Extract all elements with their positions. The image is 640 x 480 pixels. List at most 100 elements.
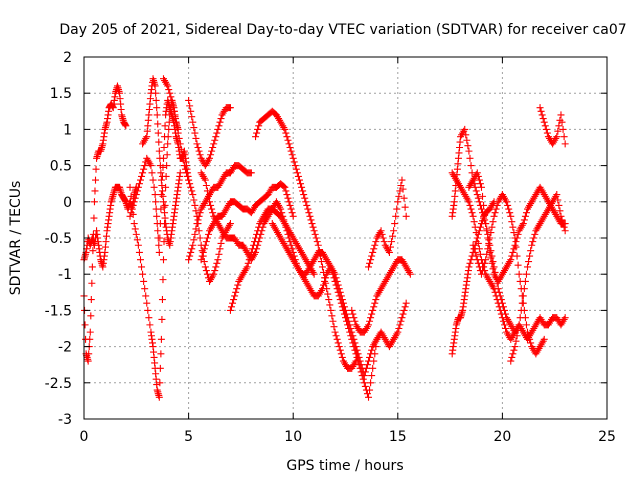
data-point [188, 187, 196, 195]
data-point [152, 198, 160, 206]
data-point [400, 194, 408, 202]
data-point [289, 154, 297, 162]
series-arc-8 [185, 96, 234, 170]
data-point [283, 227, 291, 235]
data-point [178, 151, 186, 159]
data-point [537, 107, 545, 115]
data-point [540, 335, 548, 343]
data-point [186, 180, 194, 188]
data-point [355, 353, 363, 361]
data-point [136, 256, 144, 264]
data-point [231, 292, 239, 300]
x-axis-label: GPS time / hours [286, 458, 403, 474]
data-point [300, 191, 308, 199]
data-point [194, 216, 202, 224]
data-point [469, 241, 477, 249]
data-point [531, 230, 539, 238]
data-point [522, 270, 530, 278]
data-point [279, 212, 287, 220]
data-point [509, 248, 517, 256]
data-point [558, 216, 566, 224]
data-point [314, 241, 322, 249]
data-point [202, 182, 210, 190]
data-point [138, 172, 146, 180]
data-point [553, 191, 561, 199]
data-point [343, 310, 351, 318]
data-point [204, 192, 212, 200]
data-point [299, 187, 307, 195]
data-point [165, 86, 173, 94]
data-point [193, 220, 201, 228]
data-point [190, 236, 198, 244]
data-point [538, 111, 546, 119]
data-point [294, 172, 302, 180]
data-point [467, 162, 475, 170]
data-point [470, 218, 478, 226]
data-point [197, 256, 205, 264]
data-point [85, 350, 93, 358]
data-point [520, 216, 528, 224]
data-point [190, 124, 198, 132]
data-point [370, 303, 378, 311]
data-point [209, 144, 217, 151]
data-point [185, 96, 193, 104]
data-point [176, 169, 184, 177]
data-point [191, 201, 199, 209]
data-point [352, 343, 360, 351]
data-point [172, 118, 180, 126]
data-point [144, 306, 152, 314]
chart-title: Day 205 of 2021, Sidereal Day-to-day VTE… [59, 22, 626, 38]
data-point [525, 332, 533, 340]
data-point [401, 203, 409, 211]
data-point [536, 104, 544, 112]
y-tick-label: -0.5 [45, 231, 72, 247]
data-point [195, 147, 203, 155]
data-point [386, 243, 394, 251]
data-point [560, 223, 568, 231]
data-point [154, 120, 162, 128]
data-point [395, 325, 403, 332]
data-point [397, 317, 405, 325]
data-point [146, 321, 154, 329]
data-point [560, 133, 568, 141]
data-point [155, 138, 163, 146]
data-point [200, 245, 208, 253]
data-point [252, 248, 260, 256]
data-point [349, 310, 357, 318]
data-point [287, 205, 295, 213]
y-tick-label: 0.5 [50, 159, 72, 175]
y-tick-label: -2 [58, 340, 72, 356]
data-point [139, 169, 147, 177]
data-point [360, 372, 368, 380]
data-point [312, 234, 320, 242]
data-point [88, 279, 96, 287]
data-point [208, 147, 216, 155]
data-point [464, 142, 472, 150]
series-arc-1 [80, 82, 130, 365]
data-point [308, 220, 316, 228]
data-point [473, 191, 481, 199]
data-point [192, 225, 200, 233]
data-point [185, 176, 193, 184]
data-point [154, 129, 162, 137]
data-point [471, 223, 479, 231]
x-tick-label: 25 [598, 429, 616, 445]
data-point [336, 346, 344, 354]
data-point [217, 115, 225, 123]
data-point [529, 238, 537, 246]
data-point [335, 285, 343, 293]
data-point [187, 248, 195, 256]
data-point [150, 183, 158, 191]
data-point [472, 229, 480, 237]
data-point [481, 210, 489, 218]
data-point [130, 220, 138, 228]
data-point [467, 256, 475, 264]
data-point [372, 296, 380, 304]
data-point [155, 147, 163, 155]
data-point [254, 125, 262, 133]
data-point [280, 182, 288, 190]
data-point [128, 201, 136, 209]
data-point [141, 162, 149, 170]
data-point [142, 292, 150, 300]
data-point [285, 198, 293, 206]
